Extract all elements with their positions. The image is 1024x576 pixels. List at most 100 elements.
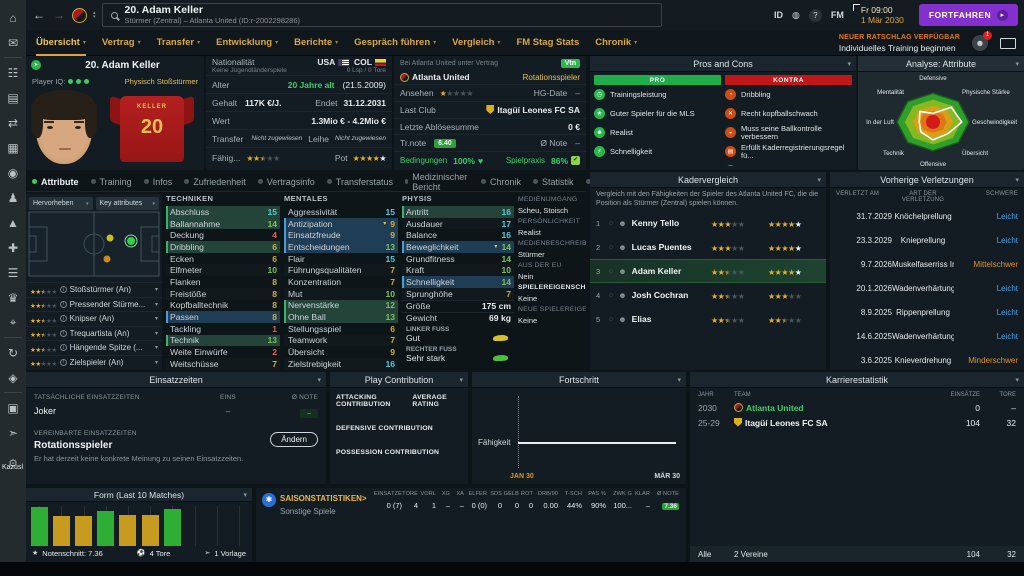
change-button[interactable]: Ändern <box>270 432 318 447</box>
info-icon[interactable]: i <box>59 344 67 352</box>
sidebar-icon-club-vision[interactable]: ◈ <box>8 370 18 385</box>
player-search-box[interactable]: 20. Adam Keller Stürmer (Zentral) – Atla… <box>101 3 662 27</box>
chevron-down-icon[interactable]: ▾ <box>154 287 158 294</box>
nav-tab-transfer[interactable]: Transfer ▾ <box>157 30 201 56</box>
sidebar-icon-transfers[interactable]: ⇄ <box>7 115 19 130</box>
career-row[interactable]: 25-29 Itagüí Leones FC SA 104 32 <box>690 415 1024 430</box>
sidebar-icon-tactics[interactable]: ▤ <box>7 90 19 105</box>
sidebar-icon-competitions[interactable]: ♛ <box>7 290 19 305</box>
career-row[interactable]: 2030 Atlanta United 0 – <box>690 400 1024 415</box>
attribute-value: 13 <box>385 312 395 323</box>
id-icon[interactable]: ID <box>774 10 784 20</box>
info-icon[interactable]: i <box>59 358 67 366</box>
squad-comparison-row-kenny-tello[interactable]: 1 ○ ☻ Kenny Tello ★★★★★ ★★★★★ <box>590 211 826 235</box>
club-badge-icon[interactable] <box>72 7 87 23</box>
chevron-down-icon[interactable]: ▾ <box>154 345 158 352</box>
lastclub-value[interactable]: Itagüí Leones FC SA <box>497 105 580 115</box>
sidebar-icon-squad-hub[interactable]: ☷ <box>7 65 19 80</box>
sidebar-icon-preferences[interactable]: ⚙ <box>8 458 18 470</box>
nav-tab-gespräch-führen[interactable]: Gespräch führen ▾ <box>354 30 436 56</box>
hg-label: HG-Date <box>533 88 568 98</box>
nav-tab-berichte[interactable]: Berichte ▾ <box>294 30 338 56</box>
sub-tab-vertragsinfo[interactable]: Vertragsinfo <box>257 177 315 187</box>
squad-comparison-row-elias[interactable]: 5 ○ ☻ Elias ★★★★★ ★★★★★ <box>590 307 826 331</box>
sidebar-icon-training[interactable]: ▲ <box>7 215 19 230</box>
search-icon <box>110 11 118 19</box>
position-row-knipser-an-[interactable]: ★★★★★ i Knipser (An) ▾ <box>26 311 162 326</box>
sidebar-icon-inbox[interactable]: ✉ <box>7 35 19 50</box>
sidebar-icon-dynamics[interactable]: ➣ <box>7 425 19 440</box>
nav-tab-chronik[interactable]: Chronik ▾ <box>595 30 637 56</box>
chevron-down-icon[interactable]: ▾ <box>459 376 463 384</box>
chevron-down-icon[interactable]: ▾ <box>1015 176 1019 184</box>
sub-tab-chronik[interactable]: Chronik <box>481 177 521 187</box>
sub-tab-attribute[interactable]: Attribute <box>32 177 79 187</box>
nav-tab-vertrag[interactable]: Vertrag ▾ <box>102 30 141 56</box>
position-row-hängende-spitze-[interactable]: ★★★★★ i Hängende Spitze (... ▾ <box>26 340 162 355</box>
monitor-icon[interactable] <box>1000 38 1016 49</box>
attribute-row-entscheidungen: Entscheidungen 13 <box>284 241 398 253</box>
chevron-down-icon[interactable]: ▾ <box>677 376 681 384</box>
sub-tab-statistik[interactable]: Statistik <box>533 177 574 187</box>
sidebar-icon-squad[interactable]: ▦ <box>7 140 19 155</box>
chevron-down-icon[interactable]: ▾ <box>243 491 247 499</box>
info-icon[interactable]: i <box>59 315 67 323</box>
player-cycle-icon[interactable]: ▴ ▾ <box>93 10 96 20</box>
info-icon[interactable]: i <box>59 329 67 337</box>
sidebar-icon-finances[interactable]: ▣ <box>7 400 19 415</box>
squad-comparison-row-adam-keller[interactable]: 3 ○ ☻ Adam Keller ★★★★★ ★★★★★ <box>590 259 826 283</box>
weight-row: Gewicht 69 kg <box>402 311 514 324</box>
attribute-value: 14 <box>501 241 511 252</box>
season-stats-link[interactable]: SAISONSTATISTIKEN> <box>280 494 367 503</box>
sub-tab-infos[interactable]: Infos <box>143 177 172 187</box>
chevron-down-icon[interactable]: ▾ <box>154 316 158 323</box>
sub-tab-zufriedenheit[interactable]: Zufriedenheit <box>184 177 246 187</box>
position-stars: ★★★★★ <box>30 339 57 357</box>
nav-tab-vergleich[interactable]: Vergleich ▾ <box>452 30 500 56</box>
help-icon[interactable]: ? <box>808 8 822 22</box>
nav-tab-übersicht[interactable]: Übersicht ▾ <box>36 30 86 56</box>
sidebar-icon-home[interactable]: ⌂ <box>9 10 17 25</box>
chevron-down-icon[interactable]: ▾ <box>817 176 821 184</box>
key-attributes-dropdown[interactable]: Key attributes ▾ <box>95 197 159 210</box>
info-icon[interactable]: i <box>59 300 67 308</box>
highlight-dropdown[interactable]: Hervorheben ▾ <box>29 197 93 210</box>
sub-tab-transferstatus[interactable]: Transferstatus <box>326 177 393 187</box>
position-row-pressender-stürme-[interactable]: ★★★★★ i Pressender Stürme... ▾ <box>26 296 162 312</box>
sub-tab-medizinischer-bericht[interactable]: Medizinischer Bericht <box>404 172 469 192</box>
nav-tab-entwicklung[interactable]: Entwicklung ▾ <box>216 30 278 56</box>
versus-icon[interactable]: ◍ <box>792 9 800 20</box>
sidebar-icon-staff[interactable]: ♟ <box>7 190 19 205</box>
sub-tab-training[interactable]: Training <box>90 177 132 187</box>
right-foot-value: Sehr stark <box>402 353 514 364</box>
sidebar-icon-schedule[interactable]: ☰ <box>7 265 19 280</box>
info-icon[interactable]: i <box>59 286 67 294</box>
squad-comparison-row-josh-cochran[interactable]: 4 ○ ☻ Josh Cochran ★★★★★ ★★★★★ <box>590 283 826 307</box>
chevron-down-icon[interactable]: ▾ <box>317 376 321 384</box>
sidebar-icon-medical-centre[interactable]: ✚ <box>7 240 19 255</box>
chevron-down-icon[interactable]: ▾ <box>847 60 851 68</box>
position-row-zielspieler-an-[interactable]: ★★★★★ i Zielspieler (An) ▾ <box>26 354 162 370</box>
chevron-down-icon[interactable]: ▾ <box>154 301 158 308</box>
continue-button[interactable]: FORTFAHREN ▸ <box>918 4 1018 26</box>
chevron-down-icon[interactable]: ▾ <box>154 330 158 337</box>
squad-comparison-row-lucas-puentes[interactable]: 2 ○ ☻ Lucas Puentes ★★★★★ ★★★★★ <box>590 235 826 259</box>
sidebar-icon-scouting[interactable]: ⌖ <box>9 315 17 329</box>
chevron-down-icon[interactable]: ▾ <box>1015 376 1019 384</box>
sidebar-icon-recruitment[interactable]: ↻ <box>7 345 19 360</box>
attribute-name: Führungsqualitäten <box>288 265 362 276</box>
player-quick-actions-icon[interactable]: ➤ <box>31 60 41 70</box>
star-icon: ★ <box>45 361 52 369</box>
chevron-down-icon[interactable]: ▾ <box>1015 60 1019 68</box>
progress-title: Fortschritt <box>558 374 599 385</box>
advice-action-link[interactable]: Individuelles Training beginnen <box>838 43 956 53</box>
sidebar-icon-club-info[interactable]: ◉ <box>7 165 19 180</box>
star-icon: ★ <box>40 288 47 296</box>
position-row-stoßstürmer-an-[interactable]: ★★★★★ i Stoßstürmer (An) ▾ <box>26 282 162 297</box>
nav-tab-fm-stag-stats[interactable]: FM Stag Stats <box>516 30 579 56</box>
back-arrow-icon[interactable]: ← <box>33 8 45 22</box>
forward-arrow-icon[interactable]: → <box>53 8 65 22</box>
club-name[interactable]: Atlanta United <box>412 72 470 82</box>
chevron-down-icon[interactable]: ▾ <box>154 359 158 366</box>
position-row-trequartista-an-[interactable]: ★★★★★ i Trequartista (An) ▾ <box>26 325 162 341</box>
